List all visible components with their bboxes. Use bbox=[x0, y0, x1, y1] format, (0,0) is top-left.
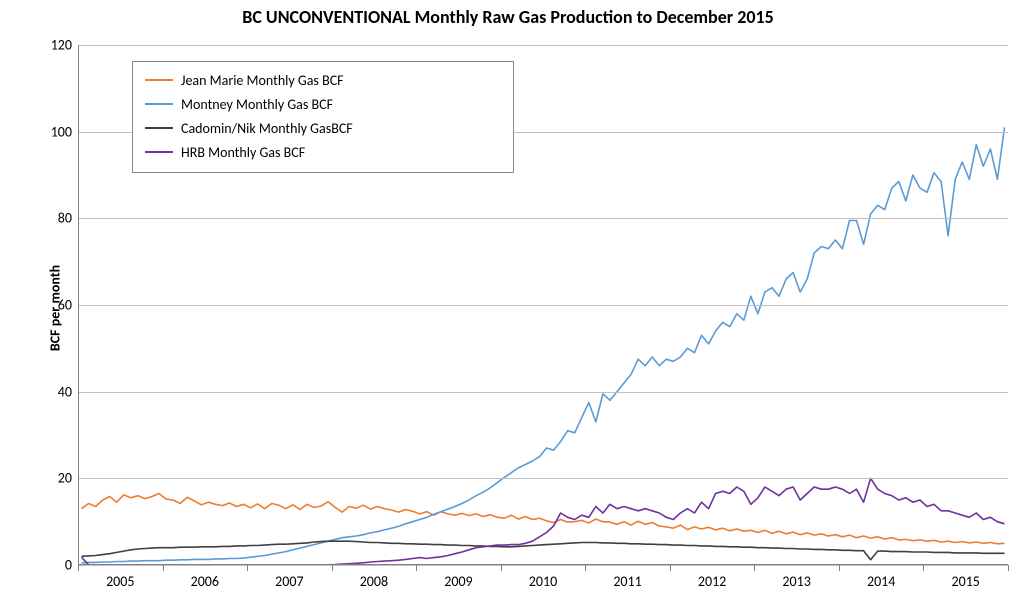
series-line bbox=[82, 478, 1005, 565]
x-tick-mark bbox=[501, 565, 502, 571]
series-line bbox=[82, 127, 1005, 563]
x-tick-label: 2011 bbox=[613, 573, 641, 590]
y-tick-label: 80 bbox=[38, 210, 72, 227]
x-tick-label: 2015 bbox=[952, 573, 980, 590]
chart-title: BC UNCONVENTIONAL Monthly Raw Gas Produc… bbox=[0, 6, 1016, 28]
y-tick-label: 60 bbox=[38, 297, 72, 314]
grid-line bbox=[78, 45, 1008, 46]
x-tick-label: 2012 bbox=[698, 573, 726, 590]
x-tick-mark bbox=[585, 565, 586, 571]
series-line bbox=[82, 494, 1005, 544]
x-tick-mark bbox=[247, 565, 248, 571]
x-tick-label: 2014 bbox=[867, 573, 895, 590]
legend-label: Montney Monthly Gas BCF bbox=[181, 96, 333, 113]
grid-line bbox=[78, 218, 1008, 219]
y-tick-label: 100 bbox=[38, 123, 72, 140]
legend-swatch bbox=[145, 103, 173, 105]
x-tick-mark bbox=[670, 565, 671, 571]
y-tick-label: 40 bbox=[38, 383, 72, 400]
x-tick-label: 2005 bbox=[106, 573, 134, 590]
x-tick-label: 2013 bbox=[782, 573, 810, 590]
legend-swatch bbox=[145, 151, 173, 153]
legend-item: Jean Marie Monthly Gas BCF bbox=[145, 68, 501, 92]
chart-container: BC UNCONVENTIONAL Monthly Raw Gas Produc… bbox=[0, 0, 1016, 616]
x-tick-label: 2010 bbox=[529, 573, 557, 590]
grid-line bbox=[78, 565, 1008, 566]
y-tick-label: 20 bbox=[38, 470, 72, 487]
y-axis-line bbox=[78, 45, 79, 565]
legend-label: Cadomin/Nik Monthly GasBCF bbox=[181, 120, 353, 137]
legend-label: HRB Monthly Gas BCF bbox=[181, 144, 305, 161]
x-tick-mark bbox=[416, 565, 417, 571]
x-tick-mark bbox=[839, 565, 840, 571]
grid-line bbox=[78, 478, 1008, 479]
y-tick-label: 120 bbox=[38, 37, 72, 54]
legend-item: Montney Monthly Gas BCF bbox=[145, 92, 501, 116]
x-tick-mark bbox=[923, 565, 924, 571]
y-tick-label: 0 bbox=[38, 557, 72, 574]
series-line bbox=[82, 541, 1005, 560]
legend-item: Cadomin/Nik Monthly GasBCF bbox=[145, 116, 501, 140]
x-tick-label: 2006 bbox=[191, 573, 219, 590]
x-tick-mark bbox=[332, 565, 333, 571]
x-axis-line bbox=[78, 564, 1008, 565]
grid-line bbox=[78, 305, 1008, 306]
x-tick-mark bbox=[1008, 565, 1009, 571]
x-tick-mark bbox=[78, 565, 79, 571]
x-tick-mark bbox=[163, 565, 164, 571]
legend: Jean Marie Monthly Gas BCF Montney Monthl… bbox=[132, 61, 514, 173]
legend-swatch bbox=[145, 127, 173, 129]
x-tick-mark bbox=[754, 565, 755, 571]
legend-label: Jean Marie Monthly Gas BCF bbox=[181, 72, 344, 89]
x-tick-label: 2007 bbox=[275, 573, 303, 590]
grid-line bbox=[78, 392, 1008, 393]
x-tick-label: 2009 bbox=[444, 573, 472, 590]
legend-item: HRB Monthly Gas BCF bbox=[145, 140, 501, 164]
legend-swatch bbox=[145, 79, 173, 81]
x-tick-label: 2008 bbox=[360, 573, 388, 590]
